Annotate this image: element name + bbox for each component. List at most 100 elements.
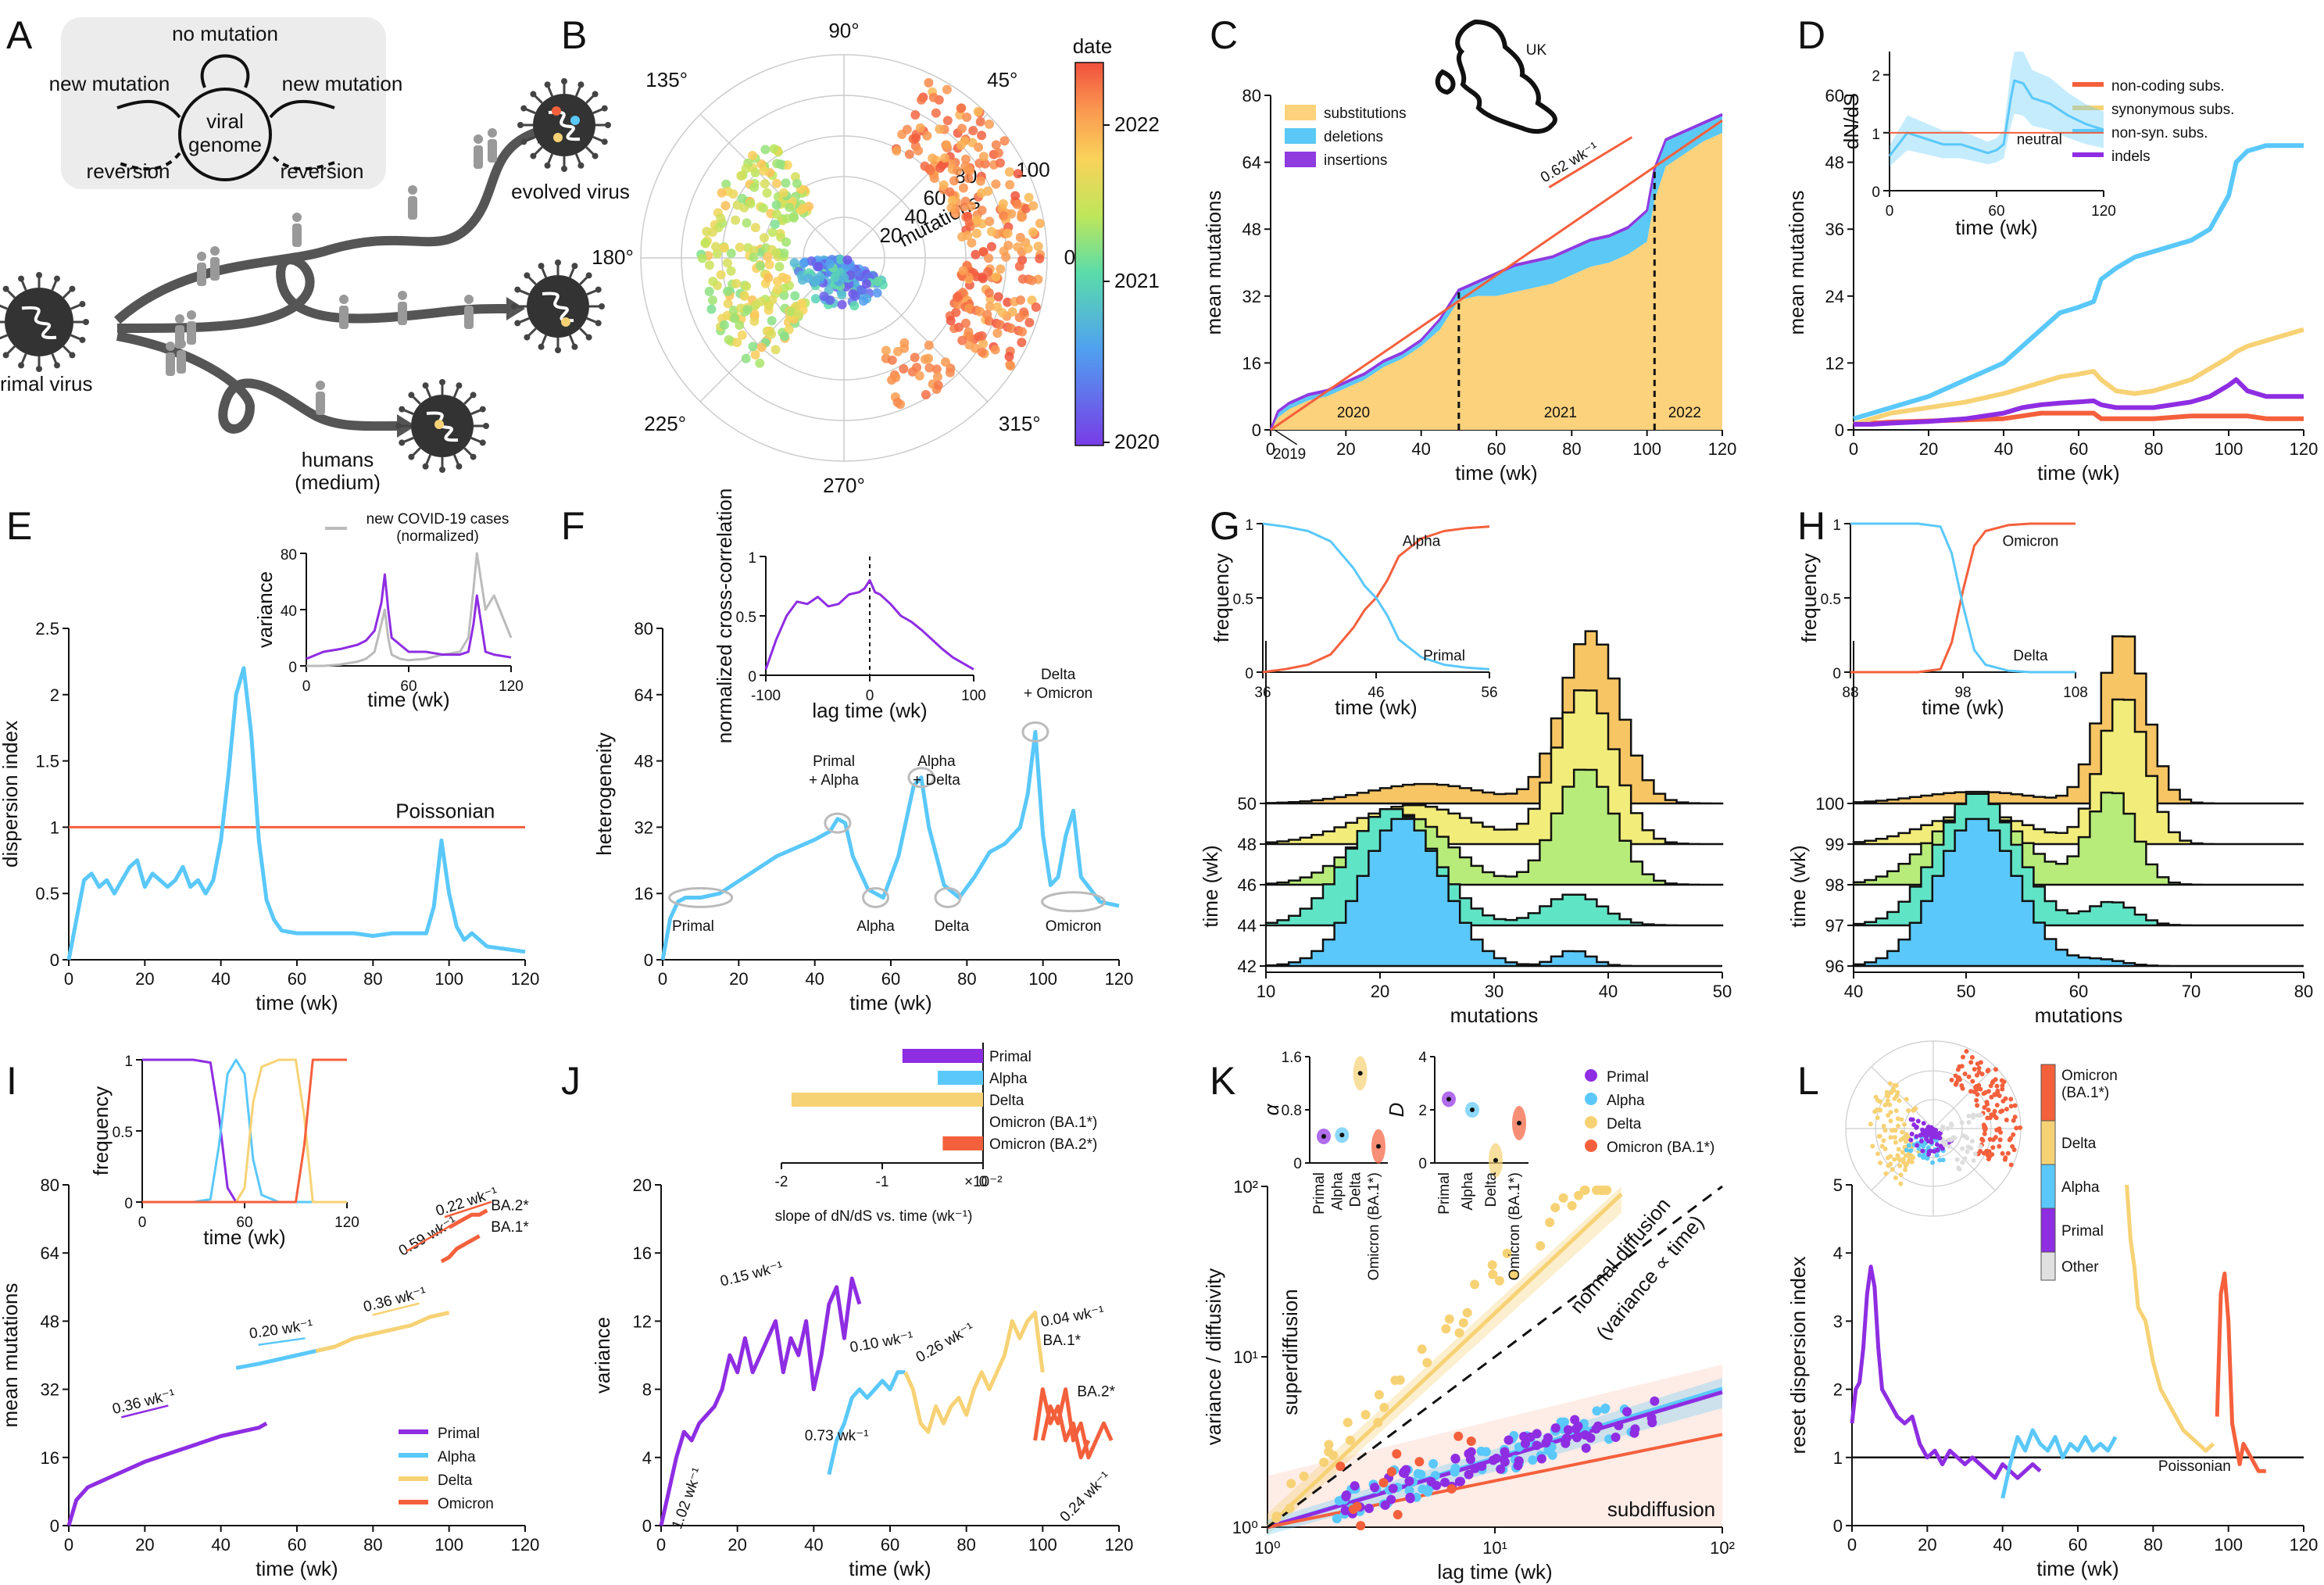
- x-tick-label: 80: [363, 1535, 382, 1555]
- scatter-point: [953, 166, 962, 176]
- arrow-out-right: [269, 99, 335, 119]
- dnds-line: [1888, 79, 2104, 157]
- primal-point: [1488, 1455, 1498, 1465]
- scatter-point: [769, 144, 779, 154]
- primal-point: [1340, 1505, 1350, 1515]
- scatter-point: [998, 199, 1008, 209]
- panel-e: 0 20 40 60 80 100 120 0 0.5 1 1.5 2 2.5 time (wk) disp…: [0, 511, 539, 1014]
- mini-polar-point: [2008, 1104, 2014, 1109]
- scatter-point: [1017, 212, 1026, 222]
- scatter-point: [986, 227, 996, 237]
- mini-polar-point: [1892, 1082, 1897, 1088]
- scatter-point: [957, 123, 967, 134]
- violin-median: [1470, 1107, 1475, 1112]
- mini-polar-point: [1910, 1117, 1915, 1122]
- scatter-point: [723, 299, 733, 309]
- mini-polar-point: [2001, 1079, 2007, 1085]
- scatter-point: [1021, 203, 1031, 213]
- slope-label: 0.10 wk⁻¹: [849, 1329, 914, 1356]
- legend-label: Delta: [1607, 1116, 1642, 1132]
- scatter-point: [892, 146, 902, 156]
- scatter-point: [720, 320, 729, 330]
- slope-label: 0.24 wk⁻¹: [1057, 1469, 1114, 1526]
- scatter-point: [975, 116, 985, 127]
- mini-polar-point: [1894, 1093, 1900, 1099]
- scatter-point: [991, 179, 1001, 189]
- x-axis-label: time (wk): [1455, 461, 1537, 485]
- omicron-point: [1466, 1437, 1476, 1447]
- scatter-points: [696, 77, 1046, 410]
- y-tick-label: 80: [41, 1175, 59, 1195]
- mini-polar-point: [2003, 1155, 2008, 1161]
- bar: [937, 1071, 983, 1085]
- mini-polar-point: [1960, 1146, 1965, 1151]
- x-tick-label: 20: [1918, 1535, 1936, 1555]
- panel-letter-h: H: [1797, 504, 1825, 548]
- panel-letter-k: K: [1210, 1059, 1235, 1103]
- mini-polar-point: [1990, 1145, 1996, 1150]
- scatter-point: [767, 316, 777, 326]
- alpha-point: [1547, 1450, 1557, 1460]
- primal-point: [1388, 1483, 1398, 1494]
- scatter-point: [837, 290, 847, 300]
- bar-category-label: Omicron (BA.1*): [989, 1115, 1097, 1131]
- delta-point: [1271, 1511, 1282, 1521]
- scatter-point: [1007, 307, 1017, 317]
- scatter-point: [749, 317, 760, 326]
- scatter-point: [921, 390, 931, 399]
- fit-line: [1270, 119, 1723, 431]
- scatter-point: [1035, 254, 1045, 263]
- human-head: [166, 342, 175, 351]
- mini-polar-point: [1889, 1090, 1894, 1096]
- virus-spike-tip: [538, 343, 545, 350]
- mini-polar-point: [1875, 1115, 1880, 1121]
- delta-point: [1574, 1190, 1584, 1200]
- mini-polar-point: [1978, 1143, 1983, 1149]
- omicron-point: [1386, 1467, 1396, 1477]
- series-Delta: [315, 1311, 450, 1353]
- virus-spike-tip: [79, 336, 86, 343]
- violin-y-tick-label: 1.6: [1282, 1050, 1302, 1066]
- x-tick-label: 36: [1254, 685, 1271, 701]
- mini-polar-point: [1920, 1148, 1925, 1154]
- highlight-ellipse: [934, 887, 962, 908]
- reversion-right-arrow: [269, 152, 335, 171]
- human-head: [474, 134, 483, 144]
- mini-polar-point: [1955, 1067, 1961, 1072]
- x-tick-label: 20: [135, 969, 154, 989]
- scatter-point: [789, 213, 799, 223]
- human-figure: [292, 213, 302, 247]
- mini-polar-point: [1875, 1151, 1881, 1157]
- scatter-point: [759, 166, 769, 176]
- scatter-point: [960, 136, 970, 146]
- bar: [791, 1093, 983, 1107]
- scatter-point: [731, 215, 741, 225]
- scatter-point: [700, 238, 710, 248]
- scatter-point: [853, 267, 863, 277]
- primal-virus-label: primal virus: [0, 372, 92, 395]
- scatter-point: [977, 131, 987, 141]
- primal-point: [1550, 1423, 1561, 1433]
- mini-polar-point: [1877, 1107, 1882, 1113]
- mini-polar-point: [1898, 1181, 1904, 1186]
- scatter-point: [763, 273, 774, 283]
- scatter-point: [770, 345, 781, 355]
- bar-x-tick-label: -2: [775, 1174, 788, 1190]
- y-tick-label: 64: [1242, 153, 1261, 173]
- scatter-point: [785, 306, 796, 317]
- y-tick-label: 5: [1833, 1175, 1843, 1195]
- dispersion-line: [66, 666, 526, 961]
- virus-spike-tip: [517, 122, 524, 128]
- y-axis-label: dispersion index: [0, 721, 22, 868]
- omicron-frequency: [142, 1058, 347, 1204]
- violin-y-tick-label: 4: [1418, 1050, 1427, 1066]
- virus-spike: [0, 334, 8, 340]
- mini-polar-point: [1875, 1098, 1881, 1104]
- human-head: [210, 246, 220, 256]
- humans-medium-label: (medium): [295, 470, 381, 494]
- virus-genome: [426, 411, 459, 442]
- x-tick-label: 40: [1844, 982, 1863, 1001]
- human-body: [488, 139, 497, 163]
- x-tick-label: 88: [1842, 685, 1858, 701]
- mini-polar-point: [1997, 1137, 2003, 1143]
